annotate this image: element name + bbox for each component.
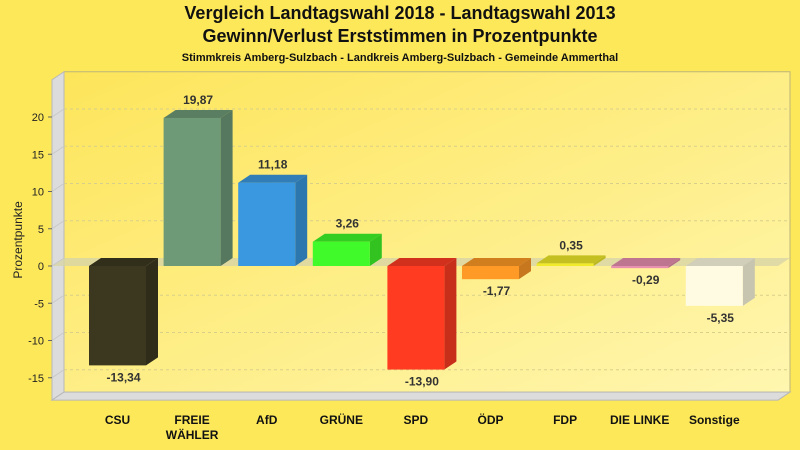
x-tick-label: Sonstige	[689, 413, 740, 427]
bar-top	[462, 258, 531, 266]
y-axis-label: Prozentpunkte	[11, 201, 25, 279]
bar-front	[89, 266, 146, 366]
bar-side	[444, 258, 457, 370]
plot-floor	[50, 391, 792, 401]
grid-diagonal	[51, 145, 65, 155]
bar-7	[611, 258, 681, 269]
bar-5	[462, 258, 531, 280]
y-tick-label: 10	[32, 187, 44, 199]
bar-top	[611, 258, 681, 266]
bar-front	[462, 266, 519, 280]
x-tick-label: DIE LINKE	[610, 413, 669, 427]
x-tick-label: ÖDP	[477, 412, 503, 427]
bar-front	[685, 266, 743, 306]
y-tick-label: 15	[32, 149, 44, 161]
x-tick-label: AfD	[256, 413, 278, 427]
value-label: 0,35	[559, 238, 583, 252]
value-label: 3,26	[336, 217, 360, 231]
y-tick-label: 5	[38, 224, 44, 236]
value-label: -0,29	[632, 273, 660, 287]
value-label: 19,87	[183, 93, 213, 107]
bar-front	[536, 263, 594, 266]
bar-side	[220, 109, 233, 266]
plot-left-wall	[51, 70, 65, 402]
grid-diagonal	[51, 369, 65, 379]
grid-diagonal	[51, 220, 65, 230]
bar-4	[387, 258, 457, 370]
bar-top	[312, 233, 382, 242]
x-tick-label: SPD	[404, 413, 429, 427]
y-tick-label: 20	[32, 112, 44, 124]
x-tick-label: GRÜNE	[320, 412, 363, 427]
chart-region-subtitle: Stimmkreis Amberg-Sulzbach - Landkreis A…	[181, 52, 619, 64]
bar-top	[387, 258, 457, 266]
bar-side	[519, 258, 531, 280]
bar-3	[312, 233, 382, 266]
bar-top	[89, 258, 158, 266]
bar-1	[163, 109, 233, 266]
chart-title: Vergleich Landtagswahl 2018 - Landtagswa…	[184, 3, 616, 23]
grid-diagonal	[51, 108, 65, 118]
value-label: 11,18	[258, 158, 288, 172]
value-label: -13,34	[106, 370, 140, 384]
bar-6	[536, 255, 606, 266]
y-tick-label: -15	[28, 373, 44, 385]
bar-side	[668, 258, 681, 269]
bar-top	[685, 258, 755, 266]
grid-diagonal	[51, 183, 65, 192]
bar-front	[312, 241, 370, 266]
grid-diagonal	[51, 294, 65, 304]
bar-side	[369, 233, 382, 266]
bar-top	[536, 255, 606, 264]
grid-diagonal	[51, 332, 65, 341]
bar-top	[163, 109, 233, 118]
bar-front	[387, 266, 445, 370]
chart-subtitle: Gewinn/Verlust Erststimmen in Prozentpun…	[202, 26, 598, 46]
bar-front	[611, 266, 669, 269]
x-tick-label: CSU	[105, 413, 130, 427]
x-tick-label: WÄHLER	[166, 427, 219, 442]
bar-2	[238, 174, 308, 266]
bar-0	[89, 258, 158, 366]
bar-side	[593, 255, 606, 266]
value-label: -5,35	[707, 311, 735, 325]
bar-front	[163, 117, 221, 266]
value-label: -13,90	[405, 375, 439, 389]
bar-top	[238, 174, 308, 183]
bar-8	[685, 258, 755, 306]
bar-side	[742, 258, 755, 306]
x-tick-label: FDP	[553, 413, 577, 427]
bar-side	[146, 258, 158, 366]
value-label: -1,77	[483, 284, 511, 298]
x-tick-label: FREIE	[174, 413, 209, 427]
bar-front	[238, 182, 296, 266]
y-tick-label: -5	[34, 298, 44, 310]
y-tick-label: -10	[28, 336, 44, 348]
y-tick-label: 0	[38, 261, 44, 273]
bar-side	[295, 174, 308, 266]
grid-diagonal	[51, 257, 65, 267]
